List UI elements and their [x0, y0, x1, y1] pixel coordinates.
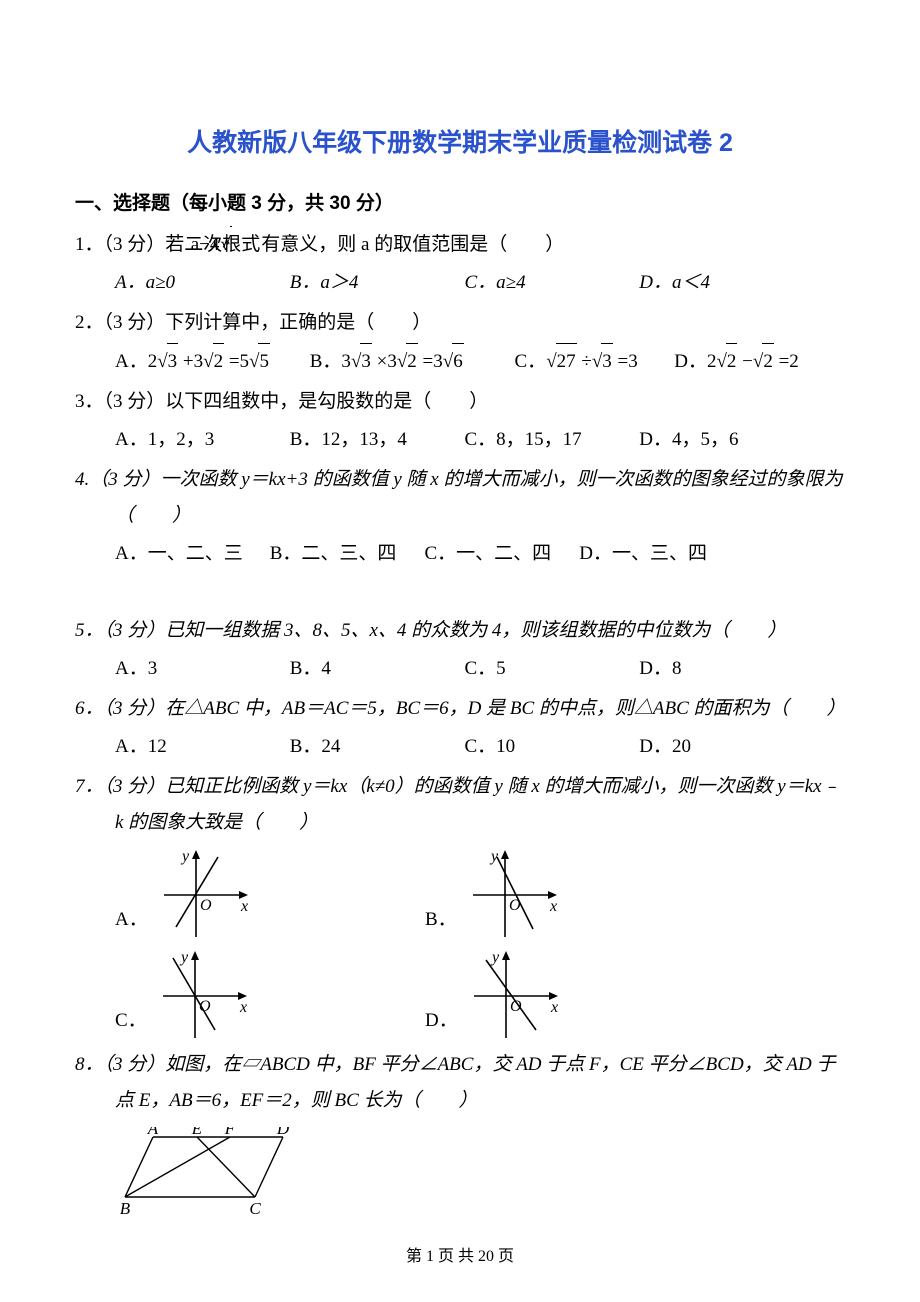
q1-stem-suffix: 有意义，则 a 的取值范围是（ ）: [261, 234, 564, 255]
svg-text:x: x: [550, 999, 558, 1016]
svg-text:x: x: [240, 898, 248, 915]
q2-option-d: D．2√2 −√2 =2: [674, 343, 799, 380]
q3-option-a: A．1，2，3: [115, 422, 285, 458]
question-3: 3．（3 分）以下四组数中，是勾股数的是（ ）: [75, 384, 845, 420]
q4-option-d: D．一、三、四: [579, 536, 729, 572]
section-header: 一、选择题（每小题 3 分，共 30 分）: [75, 186, 845, 222]
q1-option-d: D．a＜4: [639, 265, 809, 301]
svg-text:D: D: [276, 1127, 290, 1138]
q1-option-a: A．a≥0: [115, 265, 285, 301]
q7-option-a: A． yxO: [115, 847, 425, 942]
q6-option-b: B．24: [290, 729, 460, 765]
q7-option-c: C． yxO: [115, 948, 425, 1043]
question-2: 2．（3 分）下列计算中，正确的是（ ）: [75, 305, 845, 341]
svg-text:E: E: [191, 1127, 203, 1138]
graph-d-icon: y x O: [466, 948, 561, 1043]
question-8: 8．（3 分）如图，在▱ABCD 中，BF 平分∠ABC，交 AD 于点 F，C…: [75, 1047, 845, 1119]
q4-option-b: B．二、三、四: [270, 536, 420, 572]
question-7: 7．（3 分）已知正比例函数 y＝kx（k≠0）的函数值 y 随 x 的增大而减…: [75, 769, 845, 841]
q7-graph-row-1: A． yxO B． yxO: [75, 847, 845, 942]
q6-options: A．12 B．24 C．10 D．20: [75, 729, 845, 765]
parallelogram-icon: A E F D B C: [115, 1127, 305, 1217]
svg-text:x: x: [549, 898, 557, 915]
svg-text:x: x: [239, 999, 247, 1016]
question-1: 1．（3 分）若二次根式√a−4有意义，则 a 的取值范围是（ ）: [75, 226, 845, 263]
svg-text:y: y: [489, 848, 499, 865]
q8-figure: A E F D B C: [75, 1127, 845, 1217]
q2-options: A．2√3 +3√2 =5√5 B．3√3 ×3√2 =3√6 C．√27 ÷√…: [75, 343, 845, 380]
svg-text:F: F: [224, 1127, 236, 1138]
q4-options: A．一、二、三 B．二、三、四 C．一、二、四 D．一、三、四: [75, 536, 845, 572]
svg-text:O: O: [510, 998, 522, 1015]
q5-options: A．3 B．4 C．5 D．8: [75, 651, 845, 687]
q5-option-b: B．4: [290, 651, 460, 687]
q4-option-a: A．一、二、三: [115, 536, 265, 572]
q7-option-b: B． yxO: [425, 847, 735, 942]
q7-graph-row-2: C． yxO D． yxO: [75, 948, 845, 1043]
q2-option-a: A．2√3 +3√2 =5√5: [115, 343, 305, 380]
svg-text:C: C: [249, 1199, 261, 1217]
graph-a-icon: y x O: [156, 847, 251, 942]
q3-option-c: C．8，15，17: [465, 422, 635, 458]
svg-text:y: y: [179, 949, 189, 966]
q7-option-d: D． yxO: [425, 948, 735, 1043]
q6-option-a: A．12: [115, 729, 285, 765]
graph-c-icon: y x O: [155, 948, 250, 1043]
q3-option-b: B．12，13，4: [290, 422, 460, 458]
q6-option-c: C．10: [465, 729, 635, 765]
graph-b-icon: y x O: [465, 847, 560, 942]
q3-option-d: D．4，5，6: [639, 422, 809, 458]
svg-text:O: O: [200, 897, 212, 914]
svg-text:O: O: [509, 897, 521, 914]
q5-option-a: A．3: [115, 651, 285, 687]
svg-text:y: y: [180, 848, 190, 865]
q6-option-d: D．20: [639, 729, 809, 765]
question-6: 6．（3 分）在△ABC 中，AB＝AC＝5，BC＝6，D 是 BC 的中点，则…: [75, 691, 845, 727]
q1-stem-prefix: 1．（3 分）若二次根式: [75, 234, 260, 255]
sqrt-icon: √a−4: [260, 226, 261, 263]
q2-option-c: C．√27 ÷√3 =3: [515, 343, 670, 380]
q1-option-c: C．a≥4: [465, 265, 635, 301]
q5-option-c: C．5: [465, 651, 635, 687]
question-4: 4.（3 分）一次函数 y＝kx+3 的函数值 y 随 x 的增大而减小，则一次…: [75, 462, 845, 534]
q1-options: A．a≥0 B．a＞4 C．a≥4 D．a＜4: [75, 265, 845, 301]
q2-option-b: B．3√3 ×3√2 =3√6: [310, 343, 510, 380]
q4-option-c: C．一、二、四: [425, 536, 575, 572]
svg-text:O: O: [199, 998, 211, 1015]
q1-option-b: B．a＞4: [290, 265, 460, 301]
question-5: 5．（3 分）已知一组数据 3、8、5、x、4 的众数为 4，则该组数据的中位数…: [75, 613, 845, 649]
svg-text:B: B: [120, 1199, 131, 1217]
q3-options: A．1，2，3 B．12，13，4 C．8，15，17 D．4，5，6: [75, 422, 845, 458]
q5-option-d: D．8: [639, 651, 809, 687]
svg-text:A: A: [147, 1127, 159, 1138]
exam-title: 人教新版八年级下册数学期末学业质量检测试卷 2: [75, 120, 845, 168]
page-footer: 第 1 页 共 20 页: [0, 1242, 920, 1272]
svg-text:y: y: [490, 949, 500, 966]
